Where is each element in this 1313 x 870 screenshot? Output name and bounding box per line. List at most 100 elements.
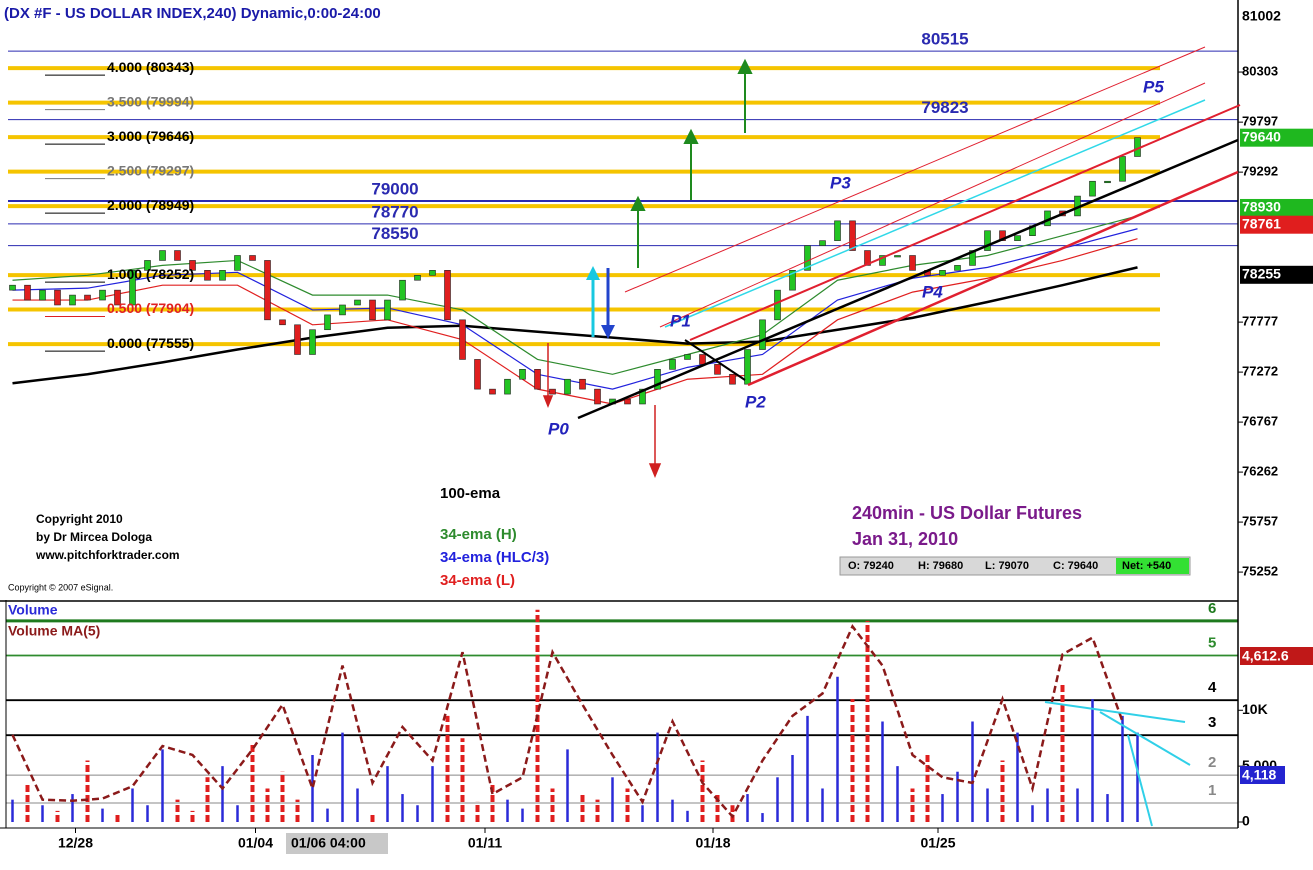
candle bbox=[219, 270, 226, 281]
trend-line bbox=[624, 46, 1206, 293]
y-tick-label: 79797 bbox=[1242, 114, 1278, 129]
candle bbox=[804, 245, 811, 271]
candle bbox=[699, 354, 706, 365]
candle bbox=[294, 324, 301, 355]
candle bbox=[519, 369, 526, 380]
pivot-label: P2 bbox=[745, 392, 766, 411]
panel-label: Volume bbox=[8, 602, 58, 618]
candle bbox=[114, 289, 121, 306]
candle bbox=[84, 294, 91, 301]
candle bbox=[789, 270, 796, 291]
ema-line bbox=[12, 238, 1138, 405]
fib-label: 0.500 (77904) bbox=[107, 300, 194, 316]
price-box bbox=[1240, 8, 1313, 26]
fib-label: 2.500 (79297) bbox=[107, 162, 194, 178]
price-line-label: 79000 bbox=[371, 180, 418, 199]
volume-level-label: 2 bbox=[1208, 754, 1216, 771]
candle bbox=[1014, 235, 1021, 241]
cursor-label: 01/06 04:00 bbox=[291, 835, 366, 851]
price-line-label: 78770 bbox=[371, 202, 418, 221]
subtitle: Jan 31, 2010 bbox=[852, 529, 958, 549]
candle bbox=[849, 220, 856, 251]
x-tick-label: 12/28 bbox=[58, 835, 93, 851]
y-tick-label: 80303 bbox=[1242, 63, 1278, 78]
ema-line bbox=[12, 266, 1138, 385]
price-box-label: 79640 bbox=[1242, 128, 1281, 144]
y-tick-label: 0 bbox=[1242, 813, 1250, 829]
candle bbox=[264, 260, 271, 321]
candle bbox=[69, 294, 76, 306]
value-box-label: 4,612.6 bbox=[1242, 648, 1289, 664]
ema-line bbox=[12, 228, 1138, 390]
y-tick-label: 79292 bbox=[1242, 164, 1278, 179]
trend-line bbox=[689, 104, 1241, 341]
candle bbox=[939, 270, 946, 276]
candle bbox=[654, 369, 661, 390]
y-tick-label: 10K bbox=[1242, 701, 1268, 717]
copyright: Copyright 2010 bbox=[36, 512, 123, 526]
price-box-label: 78930 bbox=[1242, 199, 1281, 215]
volume-level-label: 4 bbox=[1208, 679, 1217, 696]
fib-label: 4.000 (80343) bbox=[107, 59, 194, 75]
ohlc-text: L: 79070 bbox=[985, 560, 1029, 572]
pivot-label: P4 bbox=[922, 282, 943, 301]
subtitle: 240min - US Dollar Futures bbox=[852, 503, 1082, 523]
x-tick-label: 01/04 bbox=[238, 835, 273, 851]
candle bbox=[774, 289, 781, 321]
price-box bbox=[1240, 198, 1313, 217]
pivot-label: P3 bbox=[830, 173, 851, 192]
y-tick-label: 76767 bbox=[1242, 414, 1278, 429]
candle bbox=[204, 270, 211, 281]
candle bbox=[129, 270, 136, 306]
price-line-label: 79823 bbox=[921, 98, 968, 117]
candle bbox=[54, 289, 61, 306]
candle bbox=[984, 230, 991, 251]
candle bbox=[549, 388, 556, 395]
y-tick-label: 77272 bbox=[1242, 364, 1278, 379]
fib-label: 2.000 (78949) bbox=[107, 197, 194, 213]
y-tick-label: 75252 bbox=[1242, 564, 1278, 579]
price-box-label: 81002 bbox=[1242, 8, 1281, 24]
chart-title: (DX #F - US DOLLAR INDEX,240) Dynamic,0:… bbox=[4, 5, 381, 22]
arrows bbox=[586, 266, 615, 339]
candle bbox=[399, 279, 406, 301]
legend-label: 34-ema (L) bbox=[440, 572, 515, 589]
candle bbox=[24, 284, 31, 301]
ohlc: O: 79240 H: 79680 L: 79070 C: 79640 Net:… bbox=[848, 560, 1171, 572]
trend-line bbox=[747, 170, 1239, 387]
legend-label: 100-ema bbox=[440, 485, 501, 502]
candle bbox=[489, 388, 496, 395]
candle bbox=[459, 319, 466, 360]
candle bbox=[354, 299, 361, 306]
arrows bbox=[630, 58, 753, 268]
candle bbox=[564, 378, 571, 395]
panel-label: Volume MA(5) bbox=[8, 623, 100, 639]
ohlc-text: Net: +540 bbox=[1122, 560, 1171, 572]
arrows bbox=[542, 343, 662, 478]
candle bbox=[504, 378, 511, 395]
candle bbox=[834, 220, 841, 241]
x-tick-label: 01/11 bbox=[468, 835, 502, 851]
candle bbox=[879, 255, 886, 266]
candle bbox=[234, 255, 241, 271]
x-tick-label: 01/18 bbox=[695, 835, 730, 851]
trend-line bbox=[664, 99, 1206, 328]
price-line-label: 80515 bbox=[921, 30, 968, 49]
candle bbox=[324, 314, 331, 331]
candle bbox=[474, 359, 481, 390]
y-tick-label: 77777 bbox=[1242, 314, 1278, 329]
fib-label: 0.000 (77555) bbox=[107, 335, 194, 351]
candle bbox=[729, 373, 736, 385]
trend-line bbox=[684, 339, 746, 381]
candle bbox=[669, 359, 676, 370]
candle bbox=[639, 388, 646, 405]
candle bbox=[579, 378, 586, 390]
ohlc-text: H: 79680 bbox=[918, 560, 963, 572]
candle bbox=[414, 274, 421, 281]
ohlc-text: C: 79640 bbox=[1053, 560, 1098, 572]
value-box bbox=[1240, 647, 1313, 665]
cursor-box bbox=[286, 833, 388, 854]
